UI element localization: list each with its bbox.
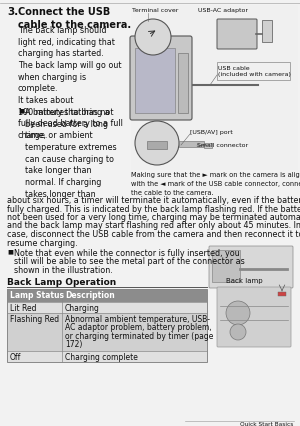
Text: Charging complete: Charging complete — [65, 353, 138, 362]
Text: Abnormal ambient temperature, USB-: Abnormal ambient temperature, USB- — [65, 315, 210, 324]
Bar — [7, 351, 207, 362]
Text: still will be able to see the metal part of the connector as: still will be able to see the metal part… — [14, 257, 245, 267]
FancyBboxPatch shape — [209, 246, 293, 288]
Text: USB-AC adaptor: USB-AC adaptor — [198, 8, 248, 13]
Circle shape — [230, 324, 246, 340]
Circle shape — [135, 121, 179, 165]
Bar — [7, 289, 207, 362]
FancyBboxPatch shape — [217, 19, 257, 49]
FancyBboxPatch shape — [217, 287, 291, 347]
Text: Making sure that the ► mark on the camera is aligned: Making sure that the ► mark on the camer… — [131, 172, 300, 178]
Text: case, disconnect the USB cable from the camera and then reconnect it to: case, disconnect the USB cable from the … — [7, 230, 300, 239]
Text: resume charging.: resume charging. — [7, 239, 78, 248]
Circle shape — [135, 19, 171, 55]
Text: A battery that has not
been used for a long
time, or ambient
temperature extreme: A battery that has not been used for a l… — [25, 108, 117, 199]
Bar — [7, 289, 207, 302]
Text: AC adaptor problem, battery problem,: AC adaptor problem, battery problem, — [65, 323, 212, 333]
Bar — [217, 62, 290, 80]
Bar — [262, 20, 272, 42]
Text: Off: Off — [10, 353, 21, 362]
Bar — [135, 48, 175, 113]
Text: Back Lamp Operation: Back Lamp Operation — [7, 278, 116, 287]
Text: [USB/AV] port: [USB/AV] port — [190, 130, 233, 135]
Bar — [178, 53, 188, 113]
Text: Lit Red: Lit Red — [10, 304, 37, 313]
Bar — [7, 313, 207, 351]
Text: Note that even while the connector is fully inserted, you: Note that even while the connector is fu… — [14, 249, 240, 258]
Text: shown in the illustration.: shown in the illustration. — [14, 266, 113, 275]
Text: Lamp Status: Lamp Status — [10, 291, 64, 300]
Bar — [204, 143, 212, 148]
Text: Terminal cover: Terminal cover — [132, 8, 178, 13]
Text: fully charged. This is indicated by the back lamp flashing red. If the battery h: fully charged. This is indicated by the … — [7, 204, 300, 213]
Text: the cable to the camera.: the cable to the camera. — [131, 190, 214, 196]
Text: 172): 172) — [65, 340, 82, 349]
Text: ■: ■ — [18, 108, 24, 113]
Text: Description: Description — [65, 291, 115, 300]
Text: The back lamp should
light red, indicating that
charging has started.
The back l: The back lamp should light red, indicati… — [18, 26, 123, 140]
Text: Quick Start Basics: Quick Start Basics — [240, 422, 293, 426]
FancyBboxPatch shape — [130, 36, 192, 120]
Text: Connect the USB
cable to the camera.: Connect the USB cable to the camera. — [18, 7, 131, 30]
Text: or charging terminated by timer (page: or charging terminated by timer (page — [65, 332, 213, 341]
Text: Back lamp: Back lamp — [226, 278, 262, 284]
Text: and the back lamp may start flashing red after only about 45 minutes. In either: and the back lamp may start flashing red… — [7, 222, 300, 230]
Bar — [179, 141, 204, 147]
Text: with the ◄ mark of the USB cable connector, connect: with the ◄ mark of the USB cable connect… — [131, 181, 300, 187]
Bar — [278, 292, 286, 296]
Bar — [131, 5, 298, 170]
Text: Charging: Charging — [65, 304, 100, 313]
Text: 3.: 3. — [7, 7, 18, 17]
Text: USB cable
(included with camera): USB cable (included with camera) — [218, 66, 291, 77]
Circle shape — [226, 301, 250, 325]
Bar — [212, 250, 240, 282]
Bar — [7, 302, 207, 313]
Text: Flashing Red: Flashing Red — [10, 315, 59, 324]
Text: about six hours, a timer will terminate it automatically, even if the battery is: about six hours, a timer will terminate … — [7, 196, 300, 205]
Text: Small connector: Small connector — [197, 143, 248, 148]
Text: ■: ■ — [7, 249, 13, 254]
Text: not been used for a very long time, charging may be terminated automatically: not been used for a very long time, char… — [7, 213, 300, 222]
Bar — [147, 141, 167, 149]
